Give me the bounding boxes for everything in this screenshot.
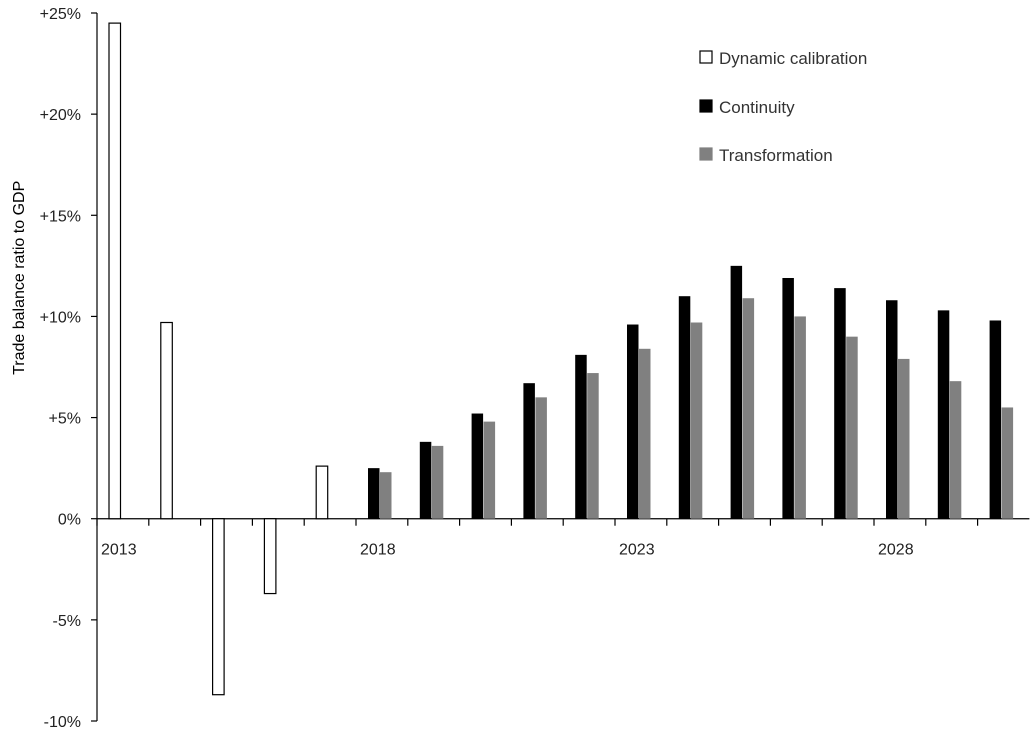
legend-swatch-continuity xyxy=(699,99,713,113)
legend-label-transformation: Transformation xyxy=(719,146,833,165)
bar-dynamic-calibration xyxy=(212,518,225,696)
bar-continuity xyxy=(627,324,639,519)
bar-transformation xyxy=(949,381,962,519)
y-tick-label: +25% xyxy=(40,6,81,23)
bar-continuity xyxy=(419,441,432,519)
y-axis-label: Trade balance ratio to GDP xyxy=(11,181,28,375)
bar-transformation xyxy=(898,358,910,519)
bar-transformation xyxy=(431,445,444,519)
bar-transformation xyxy=(535,397,547,519)
bar-continuity xyxy=(782,277,794,519)
legend-label-dynamic-calibration: Dynamic calibration xyxy=(719,49,867,68)
x-axis: 2013 2018 2023 2028 xyxy=(96,518,1030,559)
bar-continuity xyxy=(937,310,950,519)
bar-continuity xyxy=(368,468,380,519)
bar-transformation xyxy=(742,298,755,519)
y-tick-label: +10% xyxy=(40,309,81,326)
bar-dynamic-calibration xyxy=(315,465,329,520)
bars xyxy=(108,22,1014,696)
legend: Dynamic calibration Continuity Transformat… xyxy=(699,49,867,165)
bar-dynamic-calibration xyxy=(108,22,122,520)
y-tick-label: +20% xyxy=(40,107,81,124)
x-tick-label: 2023 xyxy=(619,542,655,559)
y-tick-label: +5% xyxy=(49,411,81,428)
bar-continuity xyxy=(575,354,587,519)
x-tick-label: 2028 xyxy=(878,542,914,559)
bar-continuity xyxy=(834,288,846,519)
bar-transformation xyxy=(587,373,599,519)
bar-dynamic-calibration xyxy=(263,518,277,595)
bar-dynamic-calibration xyxy=(160,321,173,520)
bar-continuity xyxy=(523,383,535,519)
y-tick-label: +15% xyxy=(40,208,81,225)
y-axis: -10% -5% 0% +5% +10% +15% +20% +25% xyxy=(40,6,98,731)
y-tick-label: 0% xyxy=(58,512,81,529)
legend-swatch-transformation xyxy=(699,147,713,161)
y-tick-label: -10% xyxy=(44,714,81,731)
y-tick-label: -5% xyxy=(53,613,81,630)
bar-transformation xyxy=(380,472,392,519)
bar-transformation xyxy=(1001,407,1014,519)
x-tick-label: 2018 xyxy=(360,542,396,559)
bar-transformation xyxy=(639,348,651,519)
legend-swatch-dynamic-calibration xyxy=(699,50,713,64)
bar-continuity xyxy=(730,265,743,519)
legend-label-continuity: Continuity xyxy=(719,98,795,117)
x-tick-label: 2013 xyxy=(101,542,137,559)
bar-continuity xyxy=(678,296,691,519)
bar-continuity xyxy=(471,413,484,519)
bar-transformation xyxy=(690,322,703,519)
bar-transformation xyxy=(794,316,806,519)
bar-continuity xyxy=(886,300,898,519)
bar-continuity xyxy=(989,320,1002,519)
bar-transformation xyxy=(483,421,496,519)
bar-transformation xyxy=(846,336,858,519)
